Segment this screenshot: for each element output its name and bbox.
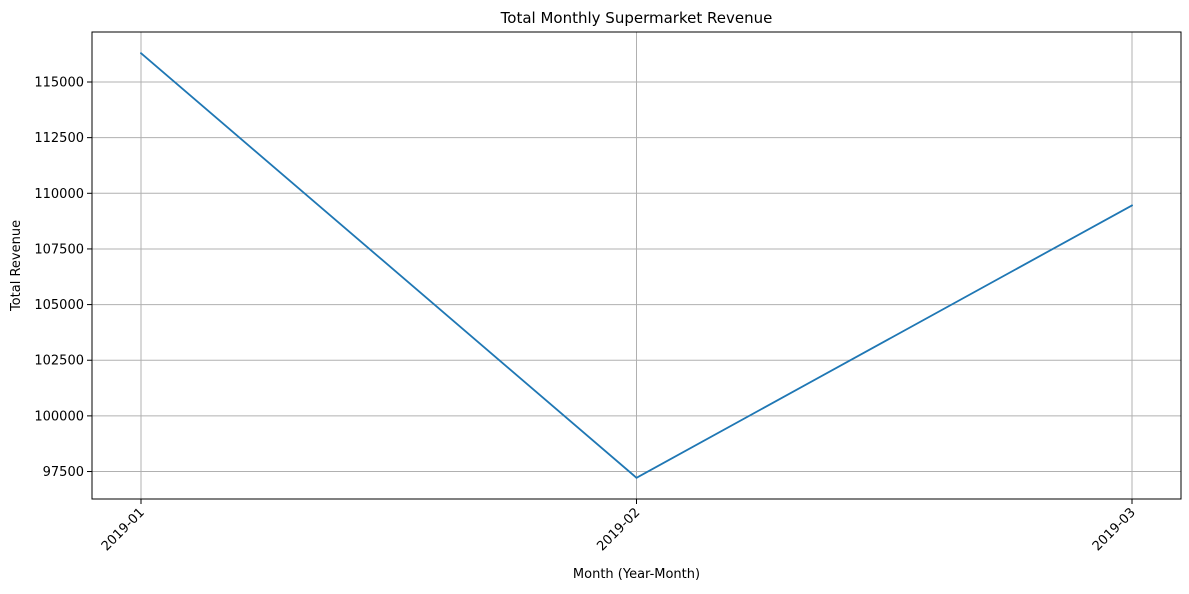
x-tick-label: 2019-01	[99, 505, 148, 554]
data-point	[1131, 204, 1133, 207]
y-tick-label: 112500	[34, 131, 84, 146]
y-axis: 97500 100000 102500 105000 107500 110000 11250…	[34, 75, 92, 480]
y-axis-label: Total Revenue	[9, 220, 24, 312]
grid	[92, 32, 1181, 499]
y-tick-label: 110000	[34, 187, 84, 202]
x-axis-label: Month (Year-Month)	[573, 567, 700, 582]
x-tick-label: 2019-02	[594, 505, 643, 554]
y-tick-label: 107500	[34, 242, 84, 257]
series-layer	[140, 52, 1133, 479]
y-tick-label: 97500	[43, 465, 84, 480]
y-tick-label: 100000	[34, 409, 84, 424]
y-tick-label: 115000	[34, 75, 84, 90]
data-point	[635, 476, 638, 479]
data-point	[140, 52, 142, 55]
y-tick-label: 105000	[34, 298, 84, 313]
x-axis: 2019-01 2019-02 2019-03	[99, 499, 1139, 554]
chart-title: Total Monthly Supermarket Revenue	[500, 9, 773, 27]
y-tick-label: 102500	[34, 354, 84, 369]
x-tick-label: 2019-03	[1090, 505, 1139, 554]
